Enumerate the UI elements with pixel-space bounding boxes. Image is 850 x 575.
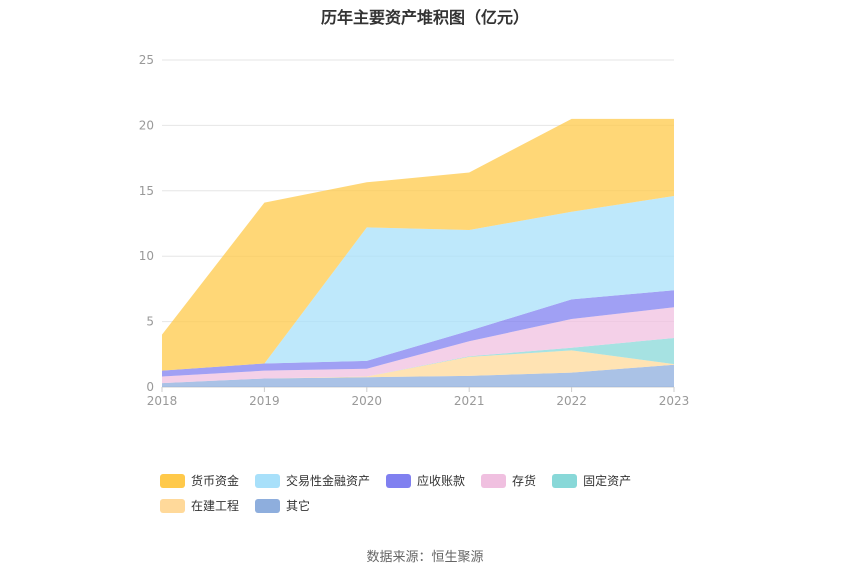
legend-item[interactable]: 在建工程 [160,497,239,514]
x-tick-label: 2023 [659,394,690,408]
legend-label: 货币资金 [191,474,240,488]
legend-item[interactable]: 存货 [481,472,536,489]
x-tick-label: 2019 [249,394,280,408]
legend-label: 其它 [286,499,311,513]
legend: 货币资金 交易性金融资产 应收账款 存货 固定资产在建工程 其它 [160,472,720,522]
legend-swatch [552,473,578,488]
y-tick-label: 0 [146,380,154,394]
y-tick-label: 25 [139,53,154,67]
chart-title: 历年主要资产堆积图（亿元） [320,8,529,27]
legend-swatch [255,498,281,513]
area-series [162,364,674,387]
legend-label: 存货 [512,474,537,488]
x-tick-label: 2021 [454,394,485,408]
area-series [162,307,674,384]
data-source: 数据来源：恒生聚源 [366,550,484,565]
y-tick-label: 10 [139,249,154,263]
area-series [162,350,674,384]
area-series [162,196,674,371]
legend-swatch [481,473,507,488]
y-tick-label: 5 [146,315,154,329]
y-tick-label: 20 [139,118,154,132]
area-series [162,290,674,377]
x-tick-label: 2022 [556,394,587,408]
legend-label: 固定资产 [583,474,632,488]
legend-item[interactable]: 固定资产 [552,472,631,489]
legend-label: 在建工程 [191,499,240,513]
legend-label: 应收账款 [417,474,466,488]
legend-swatch [160,498,185,513]
legend-swatch [255,473,281,488]
legend-swatch [160,473,185,488]
legend-swatch [386,473,412,488]
area-series [162,118,674,371]
legend-item[interactable]: 其它 [255,497,310,514]
legend-item[interactable]: 货币资金 [160,472,239,489]
x-tick-label: 2020 [352,394,383,408]
area-chart: 0 5 10 15 20 25 2018 2019 2020 2021 2022 2023 [139,53,690,408]
x-tick-label: 2018 [147,394,178,408]
legend-item[interactable]: 交易性金融资产 [255,472,370,489]
legend-item[interactable]: 应收账款 [386,472,465,489]
y-tick-label: 15 [139,184,154,198]
legend-label: 交易性金融资产 [286,474,371,488]
